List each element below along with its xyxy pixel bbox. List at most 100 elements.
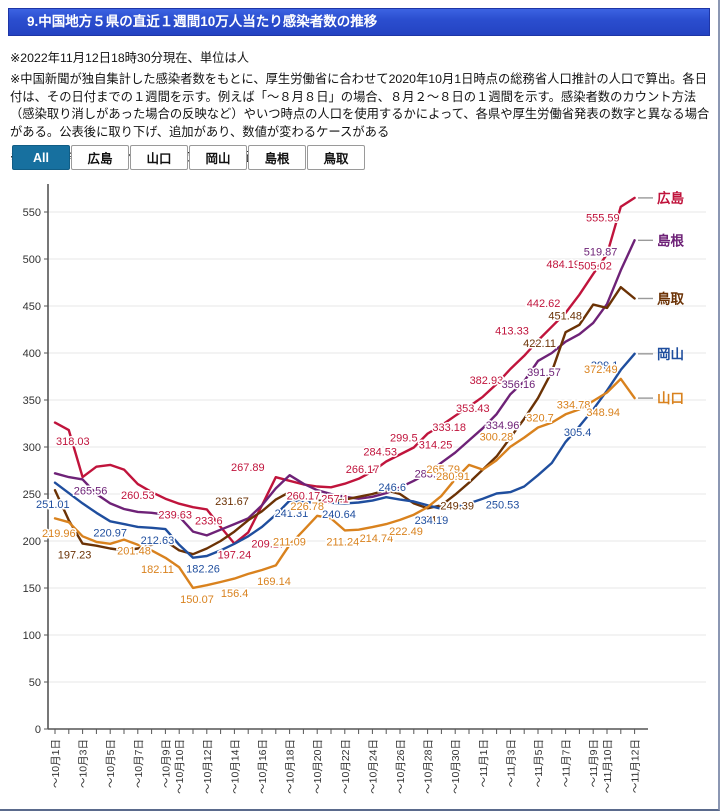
point-label-shimane: 283.26 <box>415 469 449 481</box>
point-label-hiroshima: 555.59 <box>586 213 620 225</box>
x-tick-label: ～11月12日 <box>630 739 642 793</box>
filter-button-tottori[interactable]: 鳥取 <box>307 145 365 170</box>
point-label-shimane: 334.96 <box>486 420 520 432</box>
point-label-okayama: 241.31 <box>275 508 309 520</box>
point-label-yamaguchi: 320.7 <box>526 413 554 425</box>
point-label-shimane: 519.87 <box>584 246 618 258</box>
x-tick-label: ～10月30日 <box>450 739 462 794</box>
point-label-okayama: 220.97 <box>93 527 127 539</box>
point-label-yamaguchi: 280.91 <box>436 471 470 483</box>
point-label-shimane: 356.16 <box>502 379 536 391</box>
point-label-hiroshima: 209.17 <box>251 538 285 550</box>
x-tick-label: ～11月1日 <box>478 739 490 787</box>
y-tick-label: 400 <box>23 348 41 360</box>
point-label-hiroshima: 318.03 <box>56 436 90 448</box>
series-line-yamaguchi <box>53 377 636 590</box>
point-label-hiroshima: 299.5 <box>390 432 418 444</box>
point-label-hiroshima: 442.62 <box>527 298 561 310</box>
y-tick-label: 300 <box>23 442 41 454</box>
point-label-yamaguchi: 211.24 <box>326 536 359 548</box>
point-label-hiroshima: 260.17 <box>287 490 321 502</box>
filter-button-yamaguchi[interactable]: 山口 <box>130 145 188 170</box>
point-label-okayama: 251.01 <box>36 499 70 511</box>
y-tick-label: 200 <box>23 536 41 548</box>
x-tick-label: ～10月24日 <box>367 739 379 794</box>
point-label-shimane: 391.57 <box>527 367 561 379</box>
point-label-yamaguchi: 300.28 <box>480 432 514 444</box>
point-label-yamaguchi: 226.78 <box>290 501 324 513</box>
legend-label-shimane: 島根 <box>657 232 685 248</box>
filter-button-hiroshima[interactable]: 広島 <box>71 145 129 170</box>
point-label-hiroshima: 239.63 <box>158 510 192 522</box>
point-label-hiroshima: 413.33 <box>495 325 529 337</box>
point-label-hiroshima: 266.17 <box>346 464 380 476</box>
x-tick-label: ～11月5日 <box>533 739 545 787</box>
page-title: 9.中国地方５県の直近１週間10万人当たり感染者数の推移 <box>8 8 710 36</box>
point-label-hiroshima: 284.53 <box>363 447 397 459</box>
point-label-tottori: 451.48 <box>548 311 582 323</box>
point-label-hiroshima: 484.19 <box>546 259 580 271</box>
point-label-yamaguchi: 219.96 <box>42 528 76 540</box>
note-method: ※中国新聞が独自集計した感染者数をもとに、厚生労働省に合わせて2020年10月1… <box>10 72 710 139</box>
x-tick-label: ～10月9日 <box>160 739 172 788</box>
x-tick-label: ～10月5日 <box>105 739 117 788</box>
prefecture-filter-buttons: All 広島 山口 岡山 島根 鳥取 <box>12 145 366 170</box>
series-line-shimane <box>53 239 636 537</box>
point-label-tottori: 422.11 <box>523 338 556 350</box>
x-tick-label: ～11月3日 <box>505 739 517 787</box>
x-tick-label: ～10月28日 <box>423 739 435 794</box>
point-label-yamaguchi: 348.94 <box>586 407 620 419</box>
x-tick-label: ～10月26日 <box>395 739 407 794</box>
point-label-yamaguchi: 372.49 <box>584 364 618 376</box>
legend-label-hiroshima: 広島 <box>657 190 685 206</box>
point-label-yamaguchi: 182.11 <box>141 564 174 576</box>
x-tick-label: ～11月7日 <box>561 739 573 787</box>
x-tick-label: ～10月12日 <box>202 739 214 794</box>
y-tick-label: 500 <box>23 254 41 266</box>
point-label-tottori: 234.8 <box>418 514 446 526</box>
point-label-okayama: 250.53 <box>486 500 520 512</box>
point-label-hiroshima: 353.43 <box>456 403 490 415</box>
point-label-okayama: 212.63 <box>141 535 175 547</box>
point-label-okayama: 305.4 <box>564 427 592 439</box>
chart-svg: 0 50 100 150 200 250 300 350 400 450 500 550 ～10月1日 ～… <box>23 184 706 794</box>
series-line-hiroshima <box>53 196 636 545</box>
point-label-hiroshima: 267.89 <box>231 462 265 474</box>
x-tick-label: ～10月22日 <box>340 739 352 794</box>
filter-button-okayama[interactable]: 岡山 <box>189 145 247 170</box>
legend-label-yamaguchi: 山口 <box>657 391 684 406</box>
point-label-yamaguchi: 222.49 <box>389 526 423 538</box>
point-label-yamaguchi: 214.74 <box>360 533 394 545</box>
filter-button-all[interactable]: All <box>12 145 70 170</box>
x-tick-label: ～10月3日 <box>78 739 90 788</box>
point-label-yamaguchi: 334.78 <box>557 399 591 411</box>
point-label-yamaguchi: 201.48 <box>117 546 151 558</box>
notes-block: ※2022年11月12日18時30分現在、単位は人 ※中国新聞が独自集計した感染… <box>10 50 710 171</box>
y-tick-label: 150 <box>23 583 41 595</box>
y-tick-label: 100 <box>23 630 41 642</box>
x-tick-label: ～10月18日 <box>285 739 297 794</box>
x-tick-label: ～10月20日 <box>312 739 324 794</box>
filter-button-shimane[interactable]: 島根 <box>248 145 306 170</box>
y-tick-label: 0 <box>35 724 41 736</box>
y-tick-label: 350 <box>23 395 41 407</box>
legend-label-okayama: 岡山 <box>657 347 684 362</box>
x-tick-label: ～10月10日 <box>174 739 186 794</box>
y-tick-label: 250 <box>23 489 41 501</box>
x-tick-label: ～10月7日 <box>133 739 145 788</box>
note-asof: ※2022年11月12日18時30分現在、単位は人 <box>10 51 250 65</box>
x-tick-label: ～10月1日 <box>50 739 62 788</box>
point-label-yamaguchi: 156.4 <box>221 588 249 600</box>
x-tick-label: ～10月14日 <box>229 739 241 794</box>
x-tick-label: ～11月9日 <box>588 739 600 787</box>
point-label-okayama: 240.64 <box>322 509 356 521</box>
point-label-hiroshima: 257.1 <box>321 493 349 505</box>
point-label-hiroshima: 233.6 <box>195 515 223 527</box>
line-chart: 0 50 100 150 200 250 300 350 400 450 500 550 ～10月1日 ～… <box>0 180 718 809</box>
point-label-okayama: 399.1 <box>591 360 619 372</box>
y-tick-label: 450 <box>23 301 41 313</box>
point-label-yamaguchi: 169.14 <box>257 576 291 588</box>
point-label-okayama: 182.26 <box>186 564 220 576</box>
x-tick-label: ～11月10日 <box>602 739 614 793</box>
